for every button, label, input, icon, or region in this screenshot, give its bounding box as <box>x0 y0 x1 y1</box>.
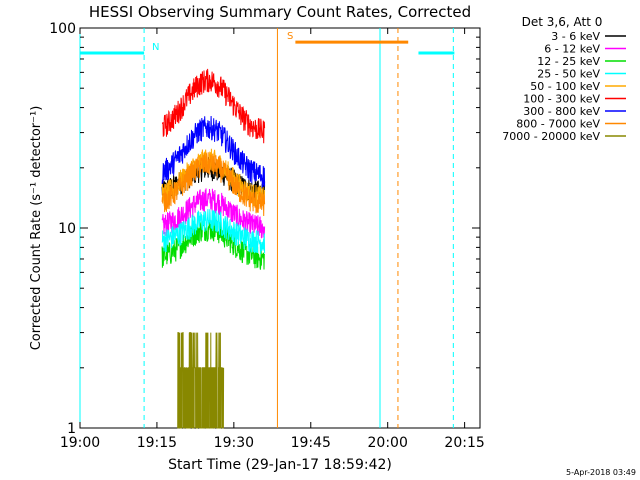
legend-label-1: 6 - 12 keV <box>544 43 600 56</box>
series-line-6 <box>161 115 266 188</box>
plot-frame <box>79 27 481 429</box>
annotation-label-0: N <box>152 42 159 53</box>
x-tick-label-4: 20:00 <box>368 435 408 451</box>
series-line-5 <box>161 68 266 144</box>
legend-label-5: 100 - 300 keV <box>523 93 600 106</box>
x-axis: 19:00 19:15 19:30 19:45 20:00 20:15 <box>60 28 485 451</box>
legend-label-0: 3 - 6 keV <box>551 30 600 43</box>
legend-label-8: 7000 - 20000 keV <box>502 130 600 143</box>
x-tick-label-2: 19:30 <box>214 435 254 451</box>
x-tick-label-5: 20:15 <box>444 435 484 451</box>
y-tick-label-1: 10 <box>58 221 76 237</box>
legend-label-3: 25 - 50 keV <box>537 68 600 81</box>
x-tick-label-3: 19:45 <box>291 435 331 451</box>
x-axis-label: Start Time (29-Jan-17 18:59:42) <box>168 457 392 473</box>
x-tick-label-0: 19:00 <box>60 435 100 451</box>
series-line-8 <box>177 332 225 429</box>
legend-label-4: 50 - 100 keV <box>530 80 600 93</box>
series-layer <box>161 68 266 429</box>
footer-timestamp: 5-Apr-2018 03:49 <box>566 468 636 477</box>
y-tick-label-2: 100 <box>49 21 76 37</box>
plot-area: NS <box>79 27 481 429</box>
series-line-1 <box>161 188 266 239</box>
series-line-7 <box>161 152 266 217</box>
legend-label-2: 12 - 25 keV <box>537 55 600 68</box>
series-line-2 <box>161 219 266 270</box>
y-axis: 1 10 100 <box>49 21 480 437</box>
legend-label-7: 800 - 7000 keV <box>516 118 600 131</box>
annotation-label-1: S <box>287 31 293 42</box>
x-tick-label-1: 19:15 <box>137 435 177 451</box>
vertical-markers <box>79 28 454 428</box>
chart-title: HESSI Observing Summary Count Rates, Cor… <box>89 3 471 21</box>
series-line-3 <box>161 209 266 254</box>
y-tick-label-0: 1 <box>67 421 76 437</box>
y-axis-label: Corrected Count Rate (s⁻¹ detector⁻¹) <box>29 106 44 351</box>
legend-header: Det 3,6, Att 0 <box>522 15 603 29</box>
annotation-layer: NS <box>80 31 455 55</box>
legend-label-6: 300 - 800 keV <box>523 105 600 118</box>
